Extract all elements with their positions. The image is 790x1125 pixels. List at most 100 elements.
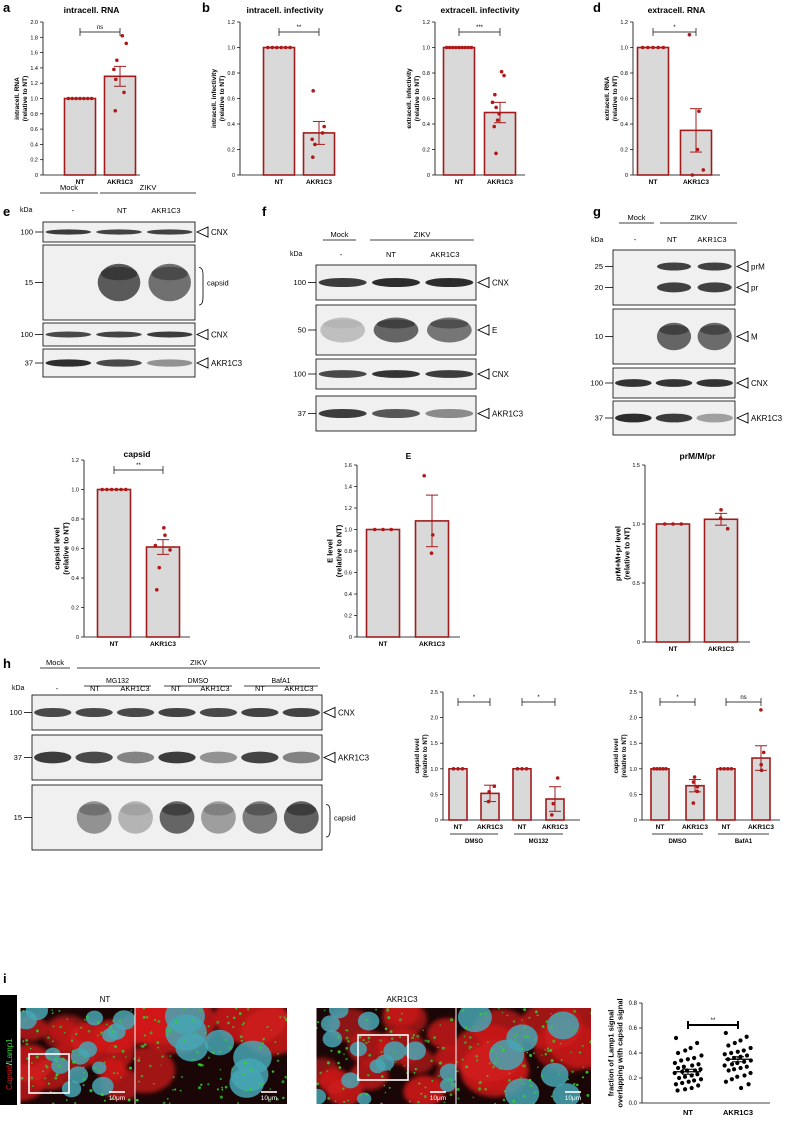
lamp1-puncta xyxy=(228,1045,232,1049)
nucleus xyxy=(91,1061,107,1075)
y-axis-label-line: (relative to NT) xyxy=(414,76,421,122)
blot-band xyxy=(76,801,112,834)
data-point xyxy=(502,73,506,78)
data-point xyxy=(683,1048,688,1053)
blot-band xyxy=(372,408,420,419)
group-label: DMSO xyxy=(669,839,687,845)
panel-letters-layer: a b c d e f g h i xyxy=(3,0,601,986)
lamp1-puncta xyxy=(560,1059,563,1061)
blot-band xyxy=(372,277,420,288)
lamp1-puncta xyxy=(30,1076,34,1080)
lamp1-puncta xyxy=(413,1071,416,1074)
data-point xyxy=(646,45,650,50)
blot-f: Mock ZIKV kDa - NT AKR1C3 100 CNX 50 E 100 CNX 37 AKR… xyxy=(290,230,524,432)
lamp1-puncta xyxy=(119,1011,122,1013)
x-tick-label: NT xyxy=(649,179,658,186)
lamp1-puncta xyxy=(365,1041,368,1045)
blot-band xyxy=(318,408,367,419)
data-point xyxy=(699,1053,704,1058)
lamp1-puncta xyxy=(456,1070,459,1073)
lamp1-puncta xyxy=(529,1053,533,1057)
data-point xyxy=(695,784,700,789)
lamp1-puncta xyxy=(533,1052,535,1055)
lamp1-puncta xyxy=(343,1100,346,1103)
lamp1-puncta xyxy=(137,1080,140,1083)
blot-band xyxy=(45,229,92,235)
lamp1-puncta xyxy=(422,1029,424,1032)
data-point xyxy=(123,487,128,492)
y-tick-label: 1.0 xyxy=(227,46,235,52)
lamp1-puncta xyxy=(368,1040,370,1043)
data-point xyxy=(682,1074,688,1079)
lamp1-puncta xyxy=(97,1034,99,1037)
data-point xyxy=(115,58,119,63)
lamp1-puncta xyxy=(327,1096,331,1100)
data-point xyxy=(493,92,497,97)
lamp1-puncta xyxy=(113,1071,116,1075)
lamp1-puncta xyxy=(140,1074,144,1078)
blot-strip: 15 capsid xyxy=(25,244,229,321)
y-axis-label: intracell. infectivity (relative to NT) xyxy=(211,69,226,128)
y-tick-label: 0.8 xyxy=(71,517,79,523)
y-axis-label-line: capsid level xyxy=(613,738,620,773)
lamp1-puncta xyxy=(437,1046,439,1049)
data-point xyxy=(311,89,315,93)
y-tick-label: 0.8 xyxy=(422,71,430,77)
lamp1-puncta xyxy=(464,1026,468,1030)
data-point xyxy=(444,45,449,50)
lamp1-puncta xyxy=(116,1072,119,1075)
lamp1-puncta xyxy=(330,1049,333,1052)
lamp1-puncta xyxy=(29,1047,32,1050)
x-tick-label: AKR1C3 xyxy=(682,824,708,831)
blot-kda-label: kDa xyxy=(591,237,604,244)
lamp1-puncta xyxy=(239,1035,243,1039)
data-point xyxy=(729,1050,734,1056)
y-tick-label: 2.0 xyxy=(30,20,38,26)
data-point xyxy=(675,1050,681,1056)
lamp1-puncta xyxy=(556,1013,559,1016)
data-point xyxy=(555,776,560,780)
data-point xyxy=(746,1082,751,1087)
lamp1-puncta xyxy=(161,1055,164,1058)
y-tick-label: 2.0 xyxy=(430,716,438,722)
lamp1-puncta xyxy=(528,1016,531,1019)
lamp1-puncta xyxy=(484,1015,487,1018)
lamp1-puncta xyxy=(47,1036,50,1040)
lamp1-puncta xyxy=(70,1039,74,1042)
x-tick-label: AKR1C3 xyxy=(477,824,503,831)
x-tick-label: AKR1C3 xyxy=(748,824,774,831)
lamp1-puncta xyxy=(232,1025,235,1029)
blot-band xyxy=(199,707,238,718)
lamp1-puncta xyxy=(567,1078,569,1081)
lamp1-puncta xyxy=(386,1008,390,1013)
lamp1-puncta xyxy=(119,1076,122,1079)
lamp1-puncta xyxy=(47,1082,50,1085)
blot-band xyxy=(372,370,420,378)
y-tick-label: 1.4 xyxy=(344,485,352,491)
nucleus xyxy=(552,1083,581,1104)
blot-band xyxy=(96,331,142,338)
blot-lane-label: AKR1C3 xyxy=(200,684,229,693)
lamp1-puncta xyxy=(362,1039,365,1042)
lamp1-puncta xyxy=(130,1009,133,1012)
y-tick-label: 0.4 xyxy=(30,142,38,148)
lamp1-puncta xyxy=(383,1084,386,1087)
y-tick-label: 2.5 xyxy=(430,690,438,696)
panel-letter-i: i xyxy=(3,971,7,986)
chart-i: 0.0 0.2 0.4 0.6 0.8 fraction of Lamp1 signal o… xyxy=(607,998,770,1117)
lamp1-puncta xyxy=(399,1036,402,1039)
data-point xyxy=(320,131,325,135)
blot-band xyxy=(318,277,367,288)
nucleus xyxy=(439,1063,456,1082)
blot-band xyxy=(659,324,689,335)
lamp1-puncta xyxy=(82,1066,85,1069)
lamp1-puncta xyxy=(457,1097,460,1100)
nucleus xyxy=(175,1033,209,1062)
lamp1-puncta xyxy=(103,1099,106,1102)
y-tick-label: 1.2 xyxy=(227,20,235,26)
data-point xyxy=(70,96,75,101)
lamp1-puncta xyxy=(391,1037,394,1040)
data-point xyxy=(274,45,279,50)
lamp1-puncta xyxy=(521,1064,524,1067)
sig-label: ** xyxy=(297,25,302,31)
